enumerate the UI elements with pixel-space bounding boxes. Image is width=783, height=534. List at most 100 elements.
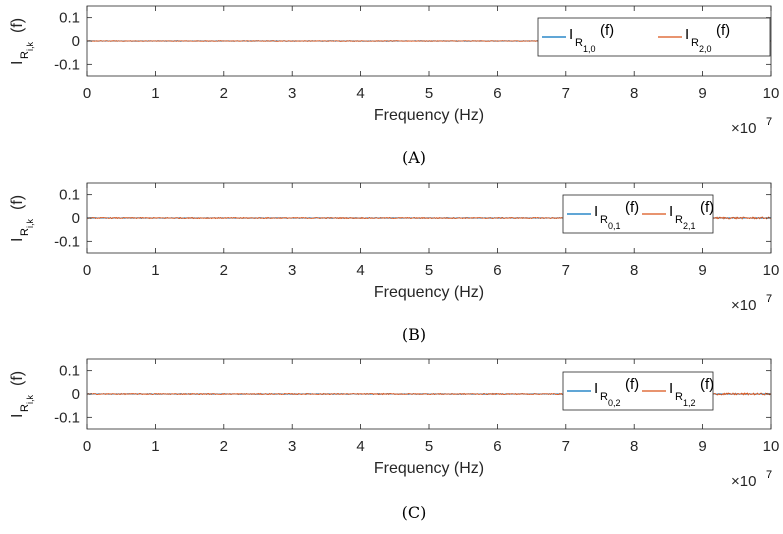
legend: I R 0,1(f) I R 2,1(f) bbox=[562, 194, 714, 234]
y-axis-label: IRi,k (f) bbox=[9, 18, 35, 65]
x-tick-label: 1 bbox=[151, 85, 159, 102]
x-tick-label: 4 bbox=[356, 438, 364, 455]
x-tick-label: 3 bbox=[288, 85, 296, 102]
legend-label-arg: (f) bbox=[700, 376, 714, 393]
x-axis-label: Frequency (Hz) bbox=[374, 460, 484, 477]
legend-label-subsub: 1,2 bbox=[683, 398, 696, 408]
panel-caption: (B) bbox=[402, 325, 426, 344]
x-tick-label: 2 bbox=[220, 438, 228, 455]
x-tick-label: 10 bbox=[763, 85, 780, 102]
legend: I R 0,2(f) I R 1,2(f) bbox=[562, 371, 714, 411]
y-label-main: I bbox=[9, 238, 26, 242]
y-label-sub: R bbox=[19, 404, 31, 412]
y-label-main: I bbox=[9, 61, 26, 65]
y-axis-label: IRi,k (f) bbox=[9, 195, 35, 242]
legend-label-sub: R bbox=[575, 37, 583, 49]
x-tick-label: 7 bbox=[562, 438, 570, 455]
legend-label-sub: R bbox=[600, 391, 608, 403]
legend-label-sub: R bbox=[675, 214, 683, 226]
x-tick-label: 6 bbox=[493, 85, 501, 102]
y-tick-label: 0.1 bbox=[59, 10, 80, 27]
y-axis-label: IRi,k (f) bbox=[9, 371, 35, 418]
panel-caption: (A) bbox=[402, 148, 426, 167]
x-multiplier: ×10 bbox=[731, 120, 756, 137]
y-label-arg: (f) bbox=[9, 18, 26, 33]
legend-label-main: I bbox=[669, 380, 673, 397]
y-label-subsub: i,k bbox=[25, 395, 35, 405]
legend-label-subsub: 1,0 bbox=[583, 44, 596, 54]
x-tick-label: 0 bbox=[83, 85, 91, 102]
y-tick-label: 0.1 bbox=[59, 363, 80, 380]
y-label-subsub: i,k bbox=[25, 42, 35, 52]
x-tick-label: 0 bbox=[83, 438, 91, 455]
x-tick-label: 5 bbox=[425, 438, 433, 455]
legend-label-arg: (f) bbox=[625, 199, 639, 216]
x-tick-label: 10 bbox=[763, 262, 780, 279]
x-tick-label: 8 bbox=[630, 85, 638, 102]
legend-label-arg: (f) bbox=[625, 376, 639, 393]
y-tick-label: -0.1 bbox=[54, 233, 80, 250]
x-multiplier: ×10 bbox=[731, 297, 756, 314]
y-label-arg: (f) bbox=[9, 371, 26, 386]
x-multiplier-exponent: 7 bbox=[766, 469, 772, 481]
legend-label-arg: (f) bbox=[716, 22, 730, 39]
x-multiplier-exponent: 7 bbox=[766, 116, 772, 128]
legend-label-subsub: 2,1 bbox=[683, 221, 696, 231]
x-tick-label: 9 bbox=[698, 85, 706, 102]
x-tick-label: 10 bbox=[763, 438, 780, 455]
x-tick-label: 2 bbox=[220, 85, 228, 102]
x-tick-label: 9 bbox=[698, 262, 706, 279]
legend-label-arg: (f) bbox=[700, 199, 714, 216]
x-tick-label: 4 bbox=[356, 85, 364, 102]
y-tick-label: 0 bbox=[72, 210, 80, 227]
x-tick-label: 5 bbox=[425, 262, 433, 279]
x-tick-label: 2 bbox=[220, 262, 228, 279]
legend-label-subsub: 2,0 bbox=[699, 44, 712, 54]
y-label-main: I bbox=[9, 414, 26, 418]
legend-label-sub: R bbox=[600, 214, 608, 226]
panel-caption: (C) bbox=[402, 503, 427, 522]
x-tick-label: 4 bbox=[356, 262, 364, 279]
x-tick-label: 8 bbox=[630, 262, 638, 279]
y-label-subsub: i,k bbox=[25, 219, 35, 229]
y-label-sub: R bbox=[19, 51, 31, 59]
x-axis-label: Frequency (Hz) bbox=[374, 107, 484, 124]
x-tick-label: 7 bbox=[562, 262, 570, 279]
x-tick-label: 3 bbox=[288, 262, 296, 279]
legend-label-subsub: 0,1 bbox=[608, 221, 621, 231]
y-tick-label: 0 bbox=[72, 386, 80, 403]
y-label-arg: (f) bbox=[9, 195, 26, 210]
legend-label-subsub: 0,2 bbox=[608, 398, 621, 408]
y-tick-label: 0.1 bbox=[59, 187, 80, 204]
x-tick-label: 3 bbox=[288, 438, 296, 455]
legend-label-main: I bbox=[685, 26, 689, 43]
x-tick-label: 9 bbox=[698, 438, 706, 455]
y-tick-label: 0 bbox=[72, 33, 80, 50]
x-tick-label: 5 bbox=[425, 85, 433, 102]
legend-label-main: I bbox=[594, 380, 598, 397]
x-tick-label: 1 bbox=[151, 262, 159, 279]
legend-box bbox=[537, 17, 771, 57]
x-tick-label: 0 bbox=[83, 262, 91, 279]
x-multiplier-exponent: 7 bbox=[766, 293, 772, 305]
x-tick-label: 6 bbox=[493, 438, 501, 455]
legend: I R 1,0(f) I R 2,0(f) bbox=[537, 17, 771, 57]
y-tick-label: -0.1 bbox=[54, 56, 80, 73]
x-tick-label: 7 bbox=[562, 85, 570, 102]
x-multiplier: ×10 bbox=[731, 473, 756, 490]
legend-label-sub: R bbox=[691, 37, 699, 49]
x-tick-label: 8 bbox=[630, 438, 638, 455]
y-tick-label: -0.1 bbox=[54, 409, 80, 426]
legend-label-main: I bbox=[669, 203, 673, 220]
x-tick-label: 6 bbox=[493, 262, 501, 279]
x-axis-label: Frequency (Hz) bbox=[374, 284, 484, 301]
x-tick-label: 1 bbox=[151, 438, 159, 455]
y-label-sub: R bbox=[19, 228, 31, 236]
legend-label-arg: (f) bbox=[600, 22, 614, 39]
legend-label-sub: R bbox=[675, 391, 683, 403]
legend-label-main: I bbox=[594, 203, 598, 220]
